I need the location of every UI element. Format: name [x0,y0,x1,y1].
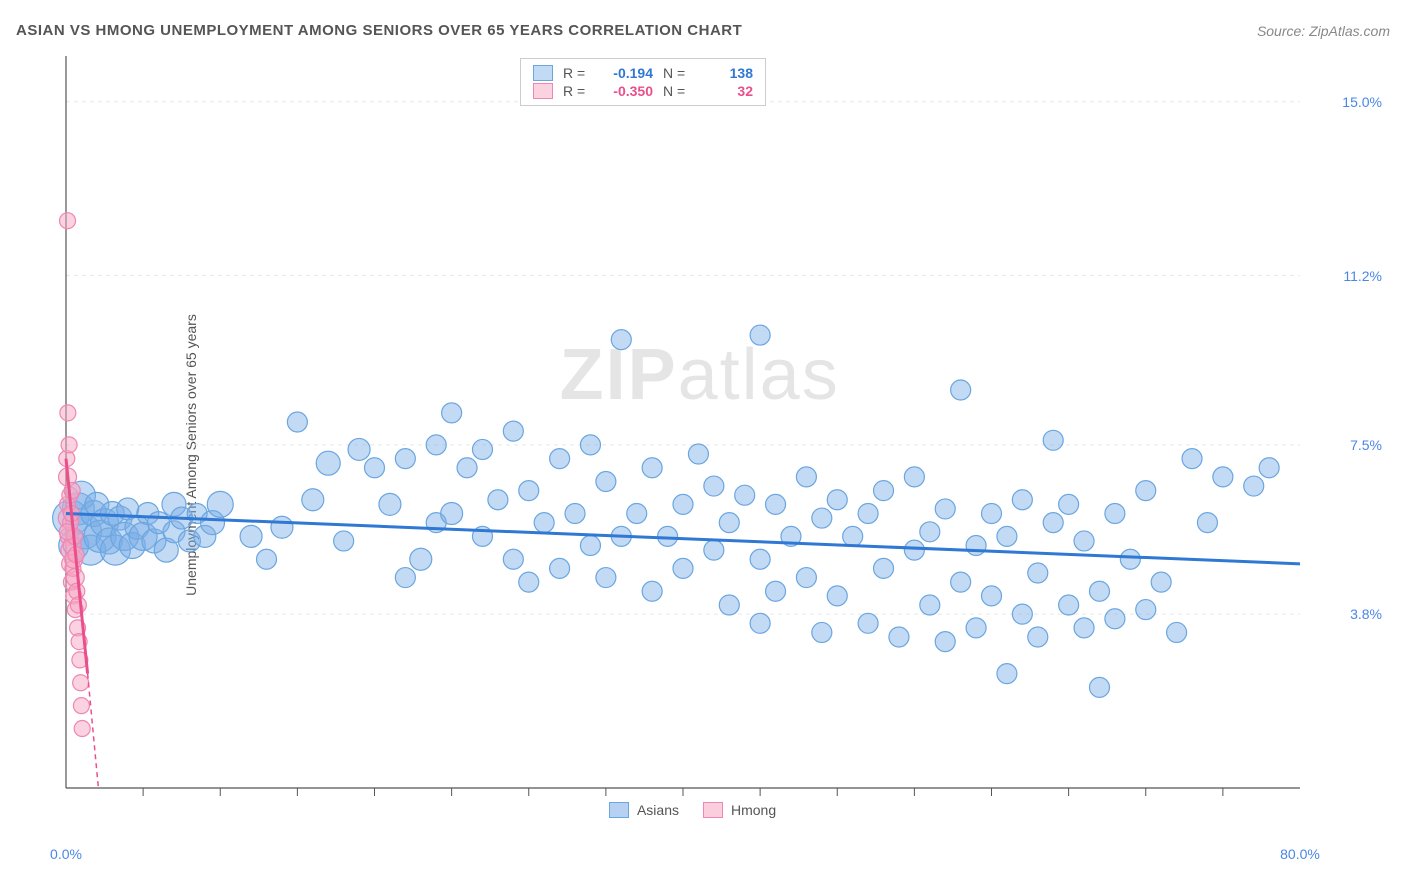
correlation-stats-legend: R = -0.194 N = 138 R = -0.350 N = 32 [520,58,766,106]
x-tick-label: 80.0% [1280,846,1320,862]
scatter-chart [50,50,1360,830]
y-tick-label: 7.5% [1350,437,1382,453]
r-value: -0.194 [601,65,653,81]
stats-row: R = -0.194 N = 138 [533,65,753,81]
legend-label: Asians [637,802,679,818]
legend-item: Asians [609,802,679,818]
n-label: N = [663,83,691,99]
r-value: -0.350 [601,83,653,99]
r-label: R = [563,65,591,81]
plot-area: Unemployment Among Seniors over 65 years… [50,50,1390,860]
legend-swatch [703,802,723,818]
n-value: 138 [701,65,753,81]
y-tick-label: 3.8% [1350,606,1382,622]
n-value: 32 [701,83,753,99]
legend-swatch [609,802,629,818]
legend-label: Hmong [731,802,776,818]
stats-row: R = -0.350 N = 32 [533,83,753,99]
series-legend: Asians Hmong [609,802,776,818]
r-label: R = [563,83,591,99]
x-tick-label: 0.0% [50,846,82,862]
series-swatch [533,65,553,81]
chart-header: ASIAN VS HMONG UNEMPLOYMENT AMONG SENIOR… [16,22,1390,39]
legend-item: Hmong [703,802,776,818]
y-tick-label: 11.2% [1343,268,1382,284]
series-swatch [533,83,553,99]
chart-title: ASIAN VS HMONG UNEMPLOYMENT AMONG SENIOR… [16,22,742,39]
chart-source: Source: ZipAtlas.com [1257,23,1390,39]
n-label: N = [663,65,691,81]
y-tick-label: 15.0% [1342,94,1382,110]
